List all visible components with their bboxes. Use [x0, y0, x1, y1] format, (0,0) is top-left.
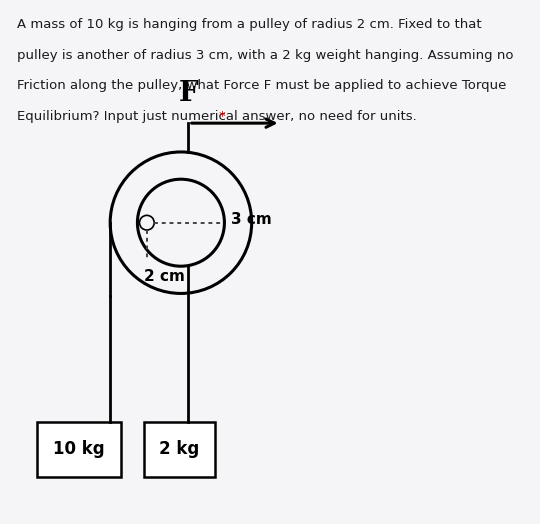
Text: 2 kg: 2 kg: [159, 440, 200, 458]
Bar: [37, 422, 120, 477]
Text: 3 cm: 3 cm: [231, 212, 272, 227]
Text: Friction along the pulley, what Force F must be applied to achieve Torque: Friction along the pulley, what Force F …: [17, 79, 507, 92]
Bar: [144, 422, 215, 477]
Text: *: *: [219, 110, 226, 123]
Text: 10 kg: 10 kg: [53, 440, 105, 458]
Text: Equilibrium? Input just numerical answer, no need for units.: Equilibrium? Input just numerical answer…: [17, 110, 421, 123]
Text: pulley is another of radius 3 cm, with a 2 kg weight hanging. Assuming no: pulley is another of radius 3 cm, with a…: [17, 49, 514, 62]
Text: A mass of 10 kg is hanging from a pulley of radius 2 cm. Fixed to that: A mass of 10 kg is hanging from a pulley…: [17, 18, 482, 31]
Text: 2 cm: 2 cm: [144, 269, 185, 284]
Text: F: F: [179, 80, 199, 107]
